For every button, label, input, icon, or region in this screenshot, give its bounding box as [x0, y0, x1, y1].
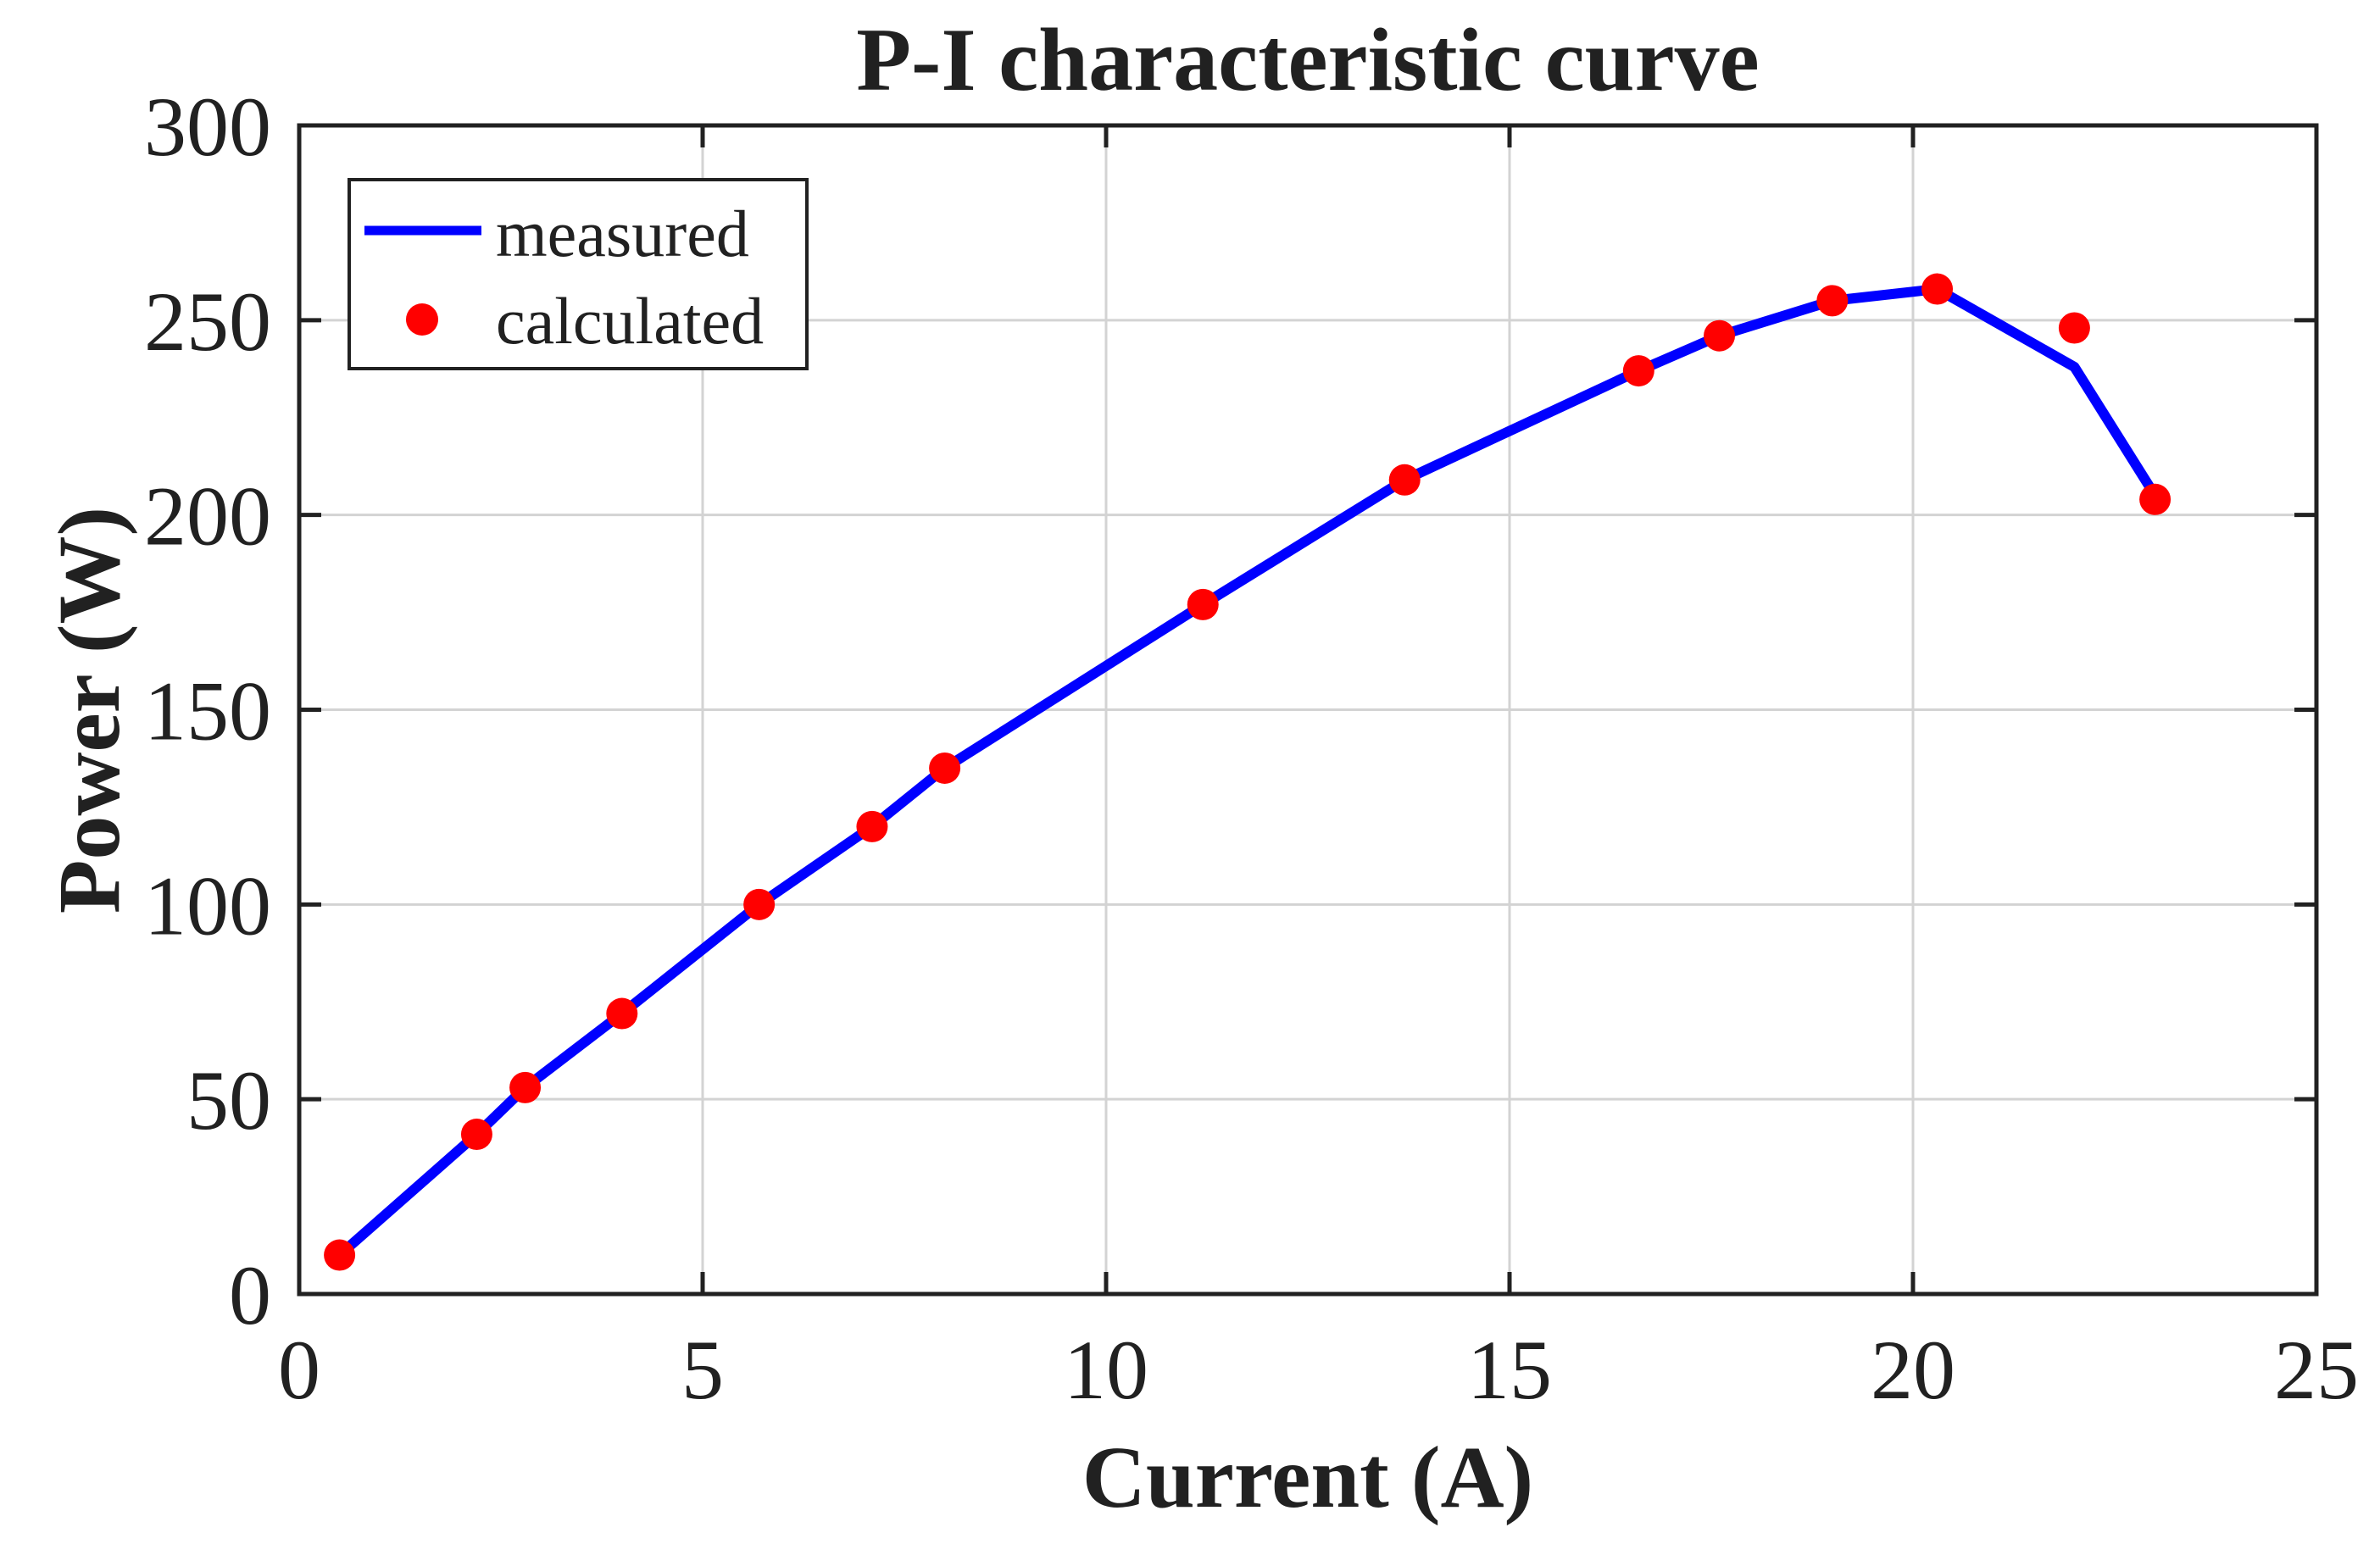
calculated-dot [1704, 319, 1736, 352]
x-axis-label: Current (A) [1082, 1429, 1533, 1526]
calculated-dot [856, 810, 888, 842]
plot-area-box [297, 123, 2319, 1297]
calculated-dot [1622, 355, 1654, 387]
calculated-dot [606, 997, 638, 1030]
legend-item-measured: measured [496, 197, 749, 270]
y-tick-label: 300 [144, 80, 271, 174]
x-tick-label: 0 [278, 1323, 320, 1417]
calculated-dot [324, 1239, 356, 1271]
calculated-dot [460, 1119, 492, 1151]
grid-layer [299, 125, 2316, 1294]
x-tick-label: 25 [2274, 1323, 2359, 1417]
chart-title: P-I characteristic curve [856, 10, 1759, 109]
y-tick-label: 200 [144, 469, 271, 564]
y-axis-label: Power (W) [41, 507, 138, 914]
legend-item-calculated: calculated [496, 284, 764, 358]
x-tick-label: 15 [1467, 1323, 1552, 1417]
series-layer [324, 273, 2171, 1271]
calculated-dot [743, 888, 776, 920]
y-tick-label: 50 [186, 1053, 271, 1147]
calculated-dot [2139, 483, 2171, 515]
measured-line [334, 284, 2160, 1261]
legend-box [348, 178, 809, 370]
calculated-dot [1388, 464, 1421, 496]
x-tick-label: 5 [681, 1323, 724, 1417]
y-tick-label: 150 [144, 664, 271, 758]
y-tick-label: 250 [144, 275, 271, 369]
calculated-dot [509, 1071, 542, 1103]
legend-calculated-dot-icon [406, 303, 438, 336]
legend: measured calculated [348, 178, 809, 370]
calculated-dot [1187, 588, 1219, 620]
y-tick-label: 0 [229, 1248, 271, 1342]
x-tick-label: 10 [1064, 1323, 1148, 1417]
calculated-dot [1816, 285, 1849, 317]
calculated-dot [1921, 273, 1954, 305]
calculated-dot [2058, 312, 2090, 344]
calculated-dot [929, 752, 961, 784]
x-tick-label: 20 [1871, 1323, 1955, 1417]
y-tick-label: 100 [144, 858, 271, 953]
